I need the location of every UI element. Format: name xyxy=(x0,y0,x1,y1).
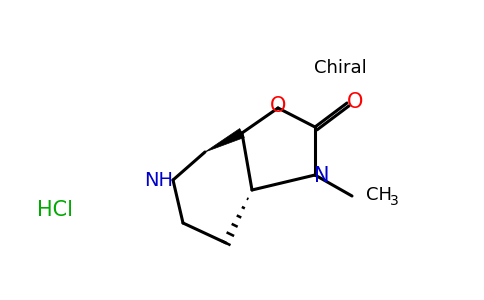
Text: 3: 3 xyxy=(390,194,399,208)
Text: CH: CH xyxy=(366,186,392,204)
Text: HCl: HCl xyxy=(37,200,73,220)
Text: N: N xyxy=(314,166,330,186)
Text: O: O xyxy=(270,96,286,116)
Polygon shape xyxy=(205,129,244,152)
Text: Chiral: Chiral xyxy=(314,59,366,77)
Text: O: O xyxy=(347,92,363,112)
Text: NH: NH xyxy=(145,172,173,190)
